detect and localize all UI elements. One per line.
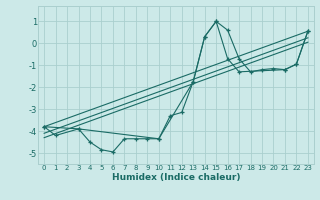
X-axis label: Humidex (Indice chaleur): Humidex (Indice chaleur): [112, 173, 240, 182]
